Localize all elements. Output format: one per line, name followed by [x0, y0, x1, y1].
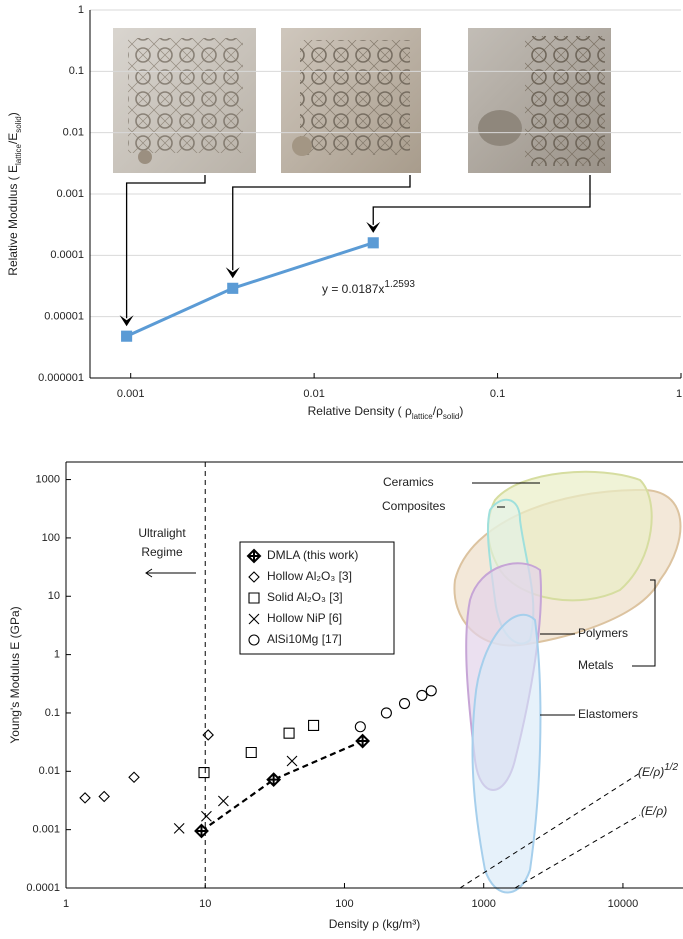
- marker: [99, 791, 109, 801]
- region-label: Composites: [382, 499, 445, 513]
- legend-label: Hollow Al₂O₃ [3]: [267, 569, 352, 583]
- y-tick-label: 0.1: [69, 65, 84, 77]
- page: {"chart_data": [ {"type": "line", "log_x…: [0, 0, 683, 939]
- y-axis-label-part: Young's Modulus E (GPa): [8, 606, 22, 743]
- legend-marker: [249, 593, 259, 603]
- x-axis-label-part: ): [459, 404, 463, 418]
- y-tick-label: 0.001: [56, 188, 84, 200]
- x-axis-label-part: /ρ: [433, 404, 443, 418]
- marker: [80, 793, 90, 803]
- marker: [174, 823, 184, 833]
- y-axis-label-part: lattice: [14, 144, 23, 165]
- y-tick-label: 0.000001: [38, 372, 84, 384]
- y-tick-label: 100: [42, 532, 60, 544]
- guide-label: (E/ρ): [641, 804, 667, 818]
- y-tick-label: 0.01: [39, 765, 60, 777]
- marker: [357, 735, 369, 747]
- marker: [228, 283, 238, 293]
- y-axis-label: Young's Modulus E (GPa): [8, 606, 22, 743]
- x-axis-label-part: Density ρ (kg/m³): [329, 917, 421, 931]
- x-axis-label: Density ρ (kg/m³): [329, 917, 421, 931]
- x-tick-label: 100: [335, 898, 353, 910]
- region-label: Elastomers: [578, 707, 638, 721]
- photo-coin: [478, 110, 522, 146]
- y-axis-label-part: Relative Modulus ( E: [6, 165, 20, 276]
- guide-label-part: (E/ρ): [638, 765, 664, 779]
- equation-part: 1.2593: [384, 279, 415, 290]
- marker: [400, 699, 410, 709]
- arrow: [233, 175, 410, 270]
- marker: [284, 728, 294, 738]
- y-axis-label: Relative Modulus ( Elattice/Esolid): [6, 112, 22, 275]
- marker: [129, 772, 139, 782]
- photo-coin: [292, 136, 312, 156]
- y-axis-label-part: solid: [14, 116, 23, 132]
- x-axis-label: Relative Density ( ρlattice/ρsolid): [308, 404, 464, 420]
- marker: [355, 722, 365, 732]
- y-axis-label-part: /E: [6, 133, 20, 144]
- series-line: [201, 741, 362, 831]
- y-tick-label: 1: [54, 649, 60, 661]
- marker: [426, 686, 436, 696]
- y-axis-label-part: ): [6, 112, 20, 116]
- marker: [201, 811, 211, 821]
- marker: [122, 331, 132, 341]
- equation-part: y = 0.0187x: [322, 282, 384, 296]
- y-tick-label: 1000: [36, 473, 60, 485]
- note: Ultralight: [138, 526, 186, 540]
- y-tick-label: 0.0001: [50, 249, 84, 261]
- y-tick-label: 0.00001: [44, 311, 84, 323]
- guide-label: (E/ρ)1/2: [638, 762, 679, 779]
- material-regions: [454, 472, 680, 893]
- x-tick-label: 0.1: [490, 388, 505, 400]
- photo-coin: [138, 150, 152, 164]
- marker: [203, 730, 213, 740]
- marker: [309, 720, 319, 730]
- x-tick-label: 1: [63, 898, 69, 910]
- x-tick-label: 0.001: [117, 388, 145, 400]
- x-axis-label-part: solid: [443, 412, 459, 421]
- marker: [246, 748, 256, 758]
- note: Regime: [141, 545, 183, 559]
- y-tick-label: 0.01: [63, 127, 84, 139]
- guide-label-part: (E/ρ): [641, 804, 667, 818]
- photo-lattice: [525, 36, 605, 166]
- arrow: [373, 175, 590, 225]
- marker: [199, 768, 209, 778]
- region-label: Metals: [578, 658, 613, 672]
- equation: y = 0.0187x1.2593: [322, 279, 415, 296]
- marker: [417, 690, 427, 700]
- legend-label: Solid Al₂O₃ [3]: [267, 590, 343, 604]
- legend-label: Hollow NiP [6]: [267, 611, 342, 625]
- region-label: Ceramics: [383, 475, 434, 489]
- y-tick-label: 10: [48, 590, 60, 602]
- photo-lattice: [300, 40, 410, 155]
- figure: 0.000001 0.00001 0.0001 0.001 0.01 0.1 1 0.001 0…: [0, 0, 683, 939]
- arrow: [127, 175, 205, 318]
- marker: [368, 238, 378, 248]
- legend-marker: [249, 635, 259, 645]
- y-tick-label: 0.0001: [26, 882, 60, 894]
- region-label: Polymers: [578, 626, 628, 640]
- legend-label: DMLA (this work): [267, 548, 358, 562]
- marker: [381, 708, 391, 718]
- note-arrow: [146, 569, 196, 577]
- x-tick-label: 10: [199, 898, 211, 910]
- x-tick-label: 10000: [608, 898, 639, 910]
- x-tick-label: 1000: [471, 898, 495, 910]
- legend-label: AlSi10Mg [17]: [267, 632, 342, 646]
- marker: [287, 756, 297, 766]
- guide-label-part: 1/2: [664, 762, 678, 773]
- x-axis-label-part: Relative Density ( ρ: [308, 404, 412, 418]
- marker: [218, 796, 228, 806]
- x-tick-label: 1: [676, 388, 682, 400]
- y-tick-label: 0.001: [32, 824, 60, 836]
- x-tick-label: 0.01: [303, 388, 324, 400]
- y-tick-label: 0.1: [45, 707, 60, 719]
- x-axis-label-part: lattice: [412, 412, 433, 421]
- y-tick-label: 1: [78, 4, 84, 16]
- photo-lattice: [128, 38, 243, 153]
- photos: [113, 28, 611, 173]
